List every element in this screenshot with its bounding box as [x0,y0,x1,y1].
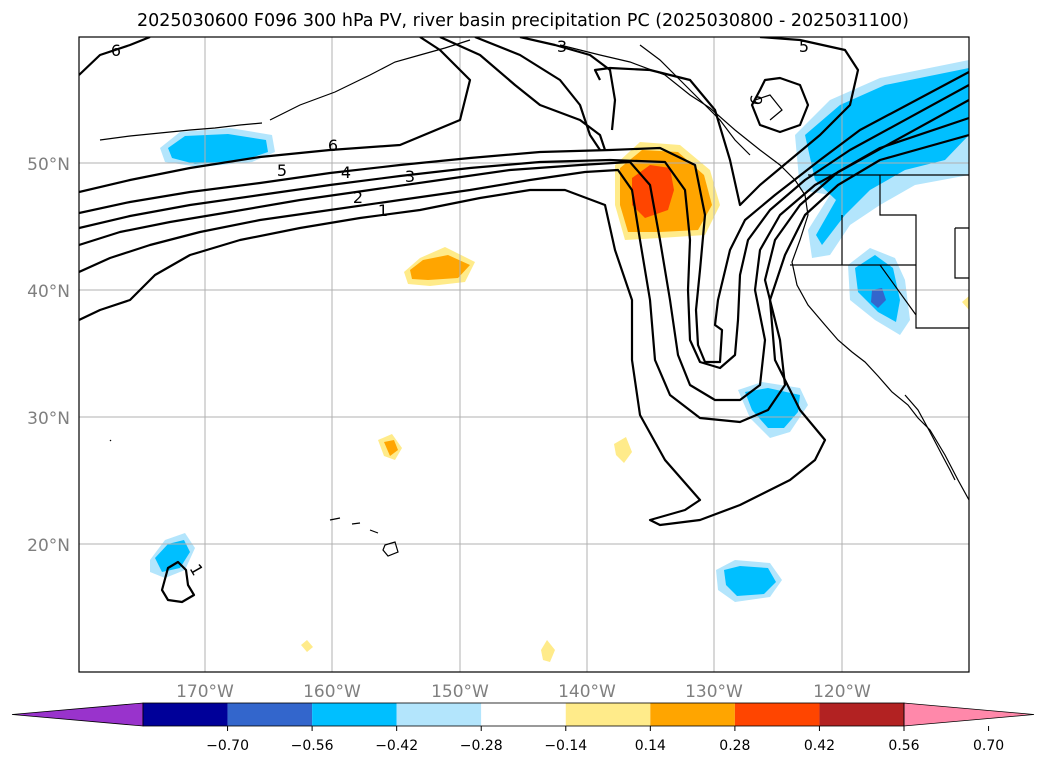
coastlines [99,39,969,557]
precip-blob-offshore-pnw-core [632,165,674,218]
colorbar-tick-label: −0.42 [375,738,418,754]
coastline-small-island [109,439,112,442]
coastline-aleutians [99,122,263,141]
colorbar-tick-label: 0.42 [804,738,835,754]
colorbar: −0.70 −0.56 −0.42 −0.28 −0.14 0.14 0.28 0.42 0.5… [11,702,1035,754]
coastline-baja [904,394,956,481]
map-title: 2025030600 F096 300 hPa PV, river basin … [137,11,909,31]
coastline-alaska [269,39,796,181]
lon-label: 150°W [431,682,489,702]
colorbar-segment [312,703,397,726]
pv-contour-7 [79,37,151,76]
precip-blob-small-2 [614,437,632,463]
lon-label: 130°W [685,682,743,702]
precip-blob-aleutian-core [168,134,268,164]
precip-blob-central-pacific-core [410,255,470,280]
colorbar-tick-label: −0.28 [460,738,503,754]
precip-blob-tropical-east-core [724,566,776,596]
lon-label: 120°W [813,682,871,702]
lat-label: 30°N [27,409,70,429]
contour-label: 4 [341,163,351,182]
contour-label: 1 [378,201,388,220]
contour-label: 5 [277,161,287,180]
contour-label: 2 [353,188,363,207]
contour-label: 5 [799,37,809,56]
map-content: 6 3 5 6 5 4 3 2 1 6 1 [79,37,969,672]
colorbar-tick-label: −0.56 [291,738,334,754]
pv-contour-8 [439,37,617,151]
pv-contour-11 [160,560,196,604]
pv-contour-3 [79,99,969,402]
colorbar-tick-label: 0.28 [719,738,750,754]
precip-blob-baja-offshore-core [745,388,800,428]
contour-label: 3 [405,167,415,186]
pv-contour-9 [593,37,860,207]
map-border [78,36,970,673]
pv-contour-10 [750,76,810,134]
lat-label: 40°N [27,282,70,302]
lon-label: 160°W [303,682,361,702]
colorbar-tick-label: 0.14 [635,738,666,754]
precip-blob-small-3 [541,640,555,662]
colorbar-extend-high [903,702,1035,727]
precip-blob-sierra-max [871,288,886,308]
pv-contour-1 [79,133,969,527]
precip-positive-shading [301,142,969,662]
latitude-labels: 50°N 40°N 30°N 20°N [27,155,70,556]
colorbar-segment [650,703,735,726]
precip-blob-northwest-coast-core [805,68,969,245]
colorbar-segment [734,703,820,726]
precip-blob-sierra-core [855,255,900,322]
colorbar-segment [819,703,904,726]
contour-label: 6 [328,136,338,155]
pv-contour-4 [79,84,969,370]
pv-contour-6 [79,37,472,194]
coastline-north-america [791,179,969,501]
precip-blob-small-1-core [384,440,398,456]
colorbar-segment [396,703,482,726]
coastline-hawaii [329,517,399,557]
coastline-southeast-alaska-islands [639,44,783,156]
longitude-labels: 170°W 160°W 150°W 140°W 130°W 120°W [176,682,871,702]
precip-blob-small-5 [962,296,969,310]
colorbar-outline [142,702,905,727]
contour-label: 6 [746,93,766,106]
contour-labels: 6 3 5 6 5 4 3 2 1 6 1 [111,37,809,579]
contour-label: 3 [557,37,567,56]
state-borders [790,175,969,329]
colorbar-tick-label: 0.70 [973,738,1004,754]
lat-label: 20°N [27,536,70,556]
lat-label: 50°N [27,155,70,175]
contour-label: 6 [111,41,121,60]
colorbar-tick-label: −0.14 [544,738,587,754]
colorbar-segment [481,703,566,726]
pv-contour-2 [79,116,969,424]
colorbar-tick-label: 0.56 [888,738,919,754]
colorbar-tick-label: −0.70 [206,738,249,754]
colorbar-segment [565,703,651,726]
precip-blob-small-4 [301,640,313,652]
lon-label: 170°W [176,682,234,702]
pv-contour-5 [79,71,969,364]
colorbar-segment [227,703,313,726]
lon-label: 140°W [558,682,616,702]
colorbar-extend-low [11,702,144,727]
colorbar-segment [143,703,228,726]
pv-contours [79,37,969,604]
